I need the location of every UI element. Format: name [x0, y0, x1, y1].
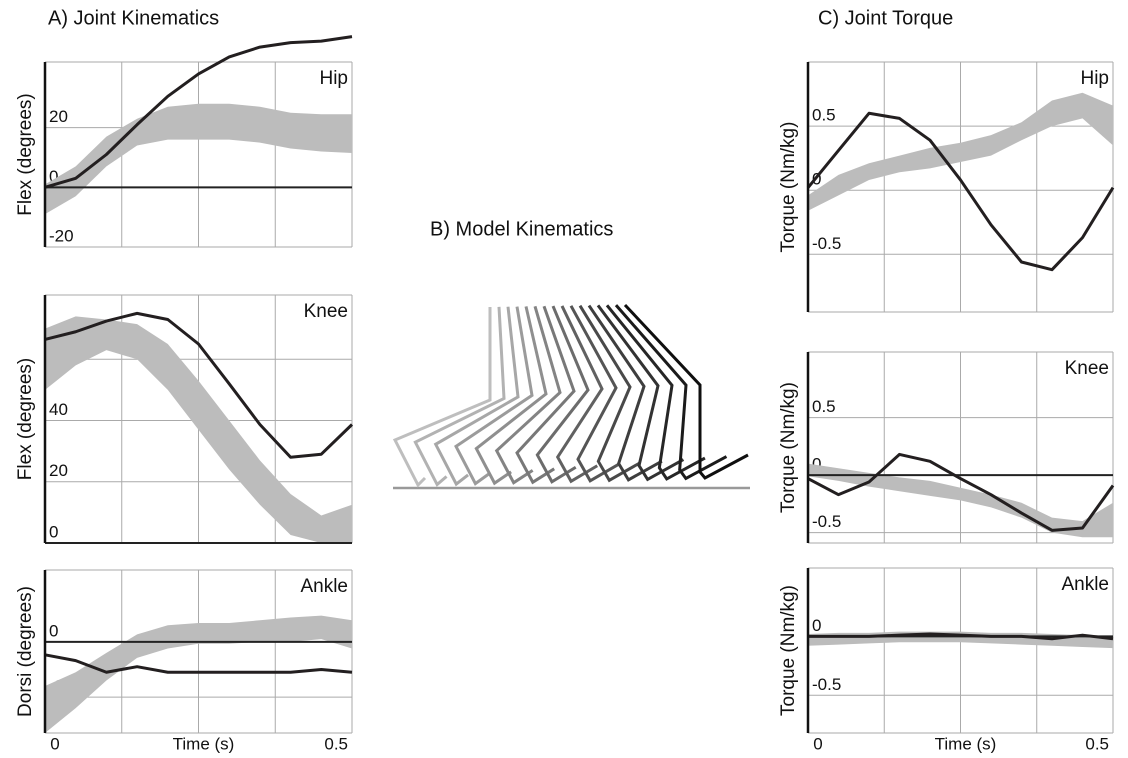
x-tick-label: 0.5 [324, 734, 348, 753]
panel-title: Knee [304, 301, 348, 322]
y-tick-label: 0 [812, 455, 821, 474]
model-line [44, 311, 354, 459]
panel-title: Hip [1080, 68, 1109, 89]
x-tick-label: 0 [50, 734, 59, 753]
range-band [808, 92, 1113, 211]
stick-figure [535, 305, 590, 484]
model-line [44, 653, 353, 674]
range-band [45, 103, 352, 215]
y-tick-label: -0.5 [812, 675, 841, 694]
y-tick-label: 20 [49, 461, 68, 480]
y-tick-label: -20 [49, 226, 74, 245]
model-line [806, 111, 1115, 272]
y-tick-label: 0 [812, 616, 821, 635]
y-tick-label: 0 [49, 167, 58, 186]
y-axis-label: Flex (degrees) [15, 358, 36, 481]
y-axis-label: Dorsi (degrees) [15, 586, 36, 717]
stick-figure [474, 306, 548, 486]
y-axis-label: Torque (Nm/kg) [778, 382, 799, 513]
stick-figure [569, 305, 620, 483]
range-band [45, 615, 352, 733]
model-line [44, 35, 353, 189]
y-tick-label: 0 [49, 621, 58, 640]
section-title: B) Model Kinematics [430, 218, 613, 240]
stick-figure [413, 306, 506, 487]
stick-figure [555, 305, 604, 484]
stick-figure [578, 304, 642, 483]
stick-figure [392, 307, 492, 488]
y-axis-label: Torque (Nm/kg) [778, 122, 799, 253]
y-axis-label: Flex (degrees) [15, 93, 36, 216]
panel-title: Hip [319, 68, 348, 89]
y-tick-label: -0.5 [812, 512, 841, 531]
model-kinematics [392, 303, 750, 490]
stick-figure [587, 304, 663, 482]
panel-title: Ankle [300, 576, 348, 597]
model-line [807, 452, 1115, 532]
panel-title: Knee [1065, 358, 1109, 379]
range-band [808, 463, 1113, 538]
panel-title: Ankle [1061, 574, 1109, 595]
x-axis-label: Time (s) [935, 734, 997, 753]
section-title: C) Joint Torque [818, 7, 953, 29]
x-tick-label: 0.5 [1085, 734, 1109, 753]
stick-figure [515, 305, 576, 485]
section-title: A) Joint Kinematics [48, 7, 219, 29]
stick-figure [494, 305, 562, 485]
stick-figure [454, 306, 534, 486]
y-tick-label: -0.5 [812, 234, 841, 253]
y-axis-label: Torque (Nm/kg) [778, 585, 799, 716]
y-tick-label: 0.5 [812, 106, 836, 125]
range-band [45, 316, 352, 543]
stick-figure [433, 306, 520, 487]
x-axis-label: Time (s) [173, 734, 235, 753]
y-tick-label: 0.5 [812, 397, 836, 416]
x-tick-label: 0 [813, 734, 822, 753]
stick-figure [596, 304, 685, 482]
y-tick-label: 20 [49, 107, 68, 126]
stick-figure [623, 303, 749, 480]
y-tick-label: 40 [49, 400, 68, 419]
y-tick-label: 0 [49, 522, 58, 541]
model-line [808, 632, 1114, 641]
